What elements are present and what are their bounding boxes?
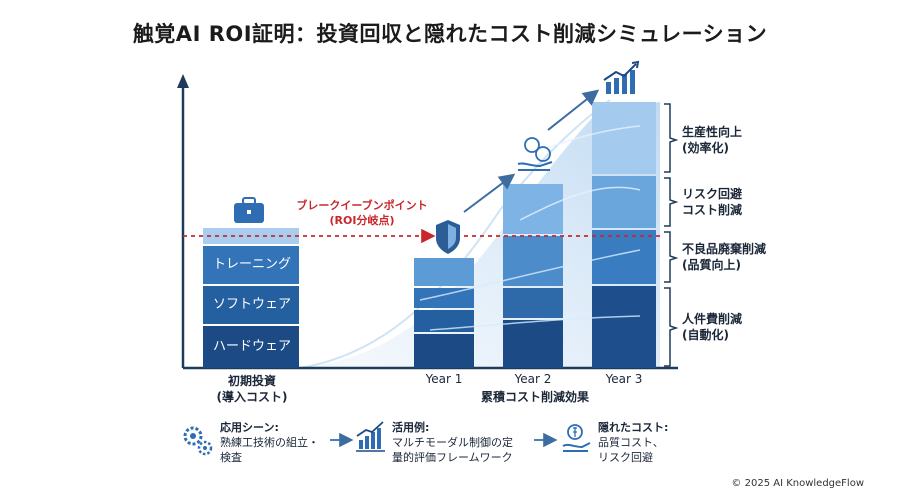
flow-step-application-line1: 熟練工技術の組立・ — [220, 436, 319, 449]
break-even-line2: (ROI分岐点) — [329, 214, 395, 227]
initial-investment-line1: 初期投資 — [227, 374, 276, 388]
year1-seg-2 — [414, 288, 474, 308]
segment-label-software: ソフトウェア — [212, 297, 291, 312]
initial-investment-caption: 初期投資 (導入コスト) — [200, 373, 304, 405]
flow-step-application-heading: 応用シーン: — [220, 421, 279, 434]
year2-seg-top — [503, 184, 563, 234]
year3-seg-3 — [592, 230, 656, 284]
bracket-4 — [664, 287, 679, 367]
category-risk-line1: リスク回避 — [682, 187, 743, 201]
bracket-3 — [664, 231, 679, 283]
initial-investment-line2: (導入コスト) — [216, 390, 288, 404]
segment-hardware — [203, 326, 299, 368]
year2-seg-4 — [503, 320, 563, 368]
category-risk: リスク回避 コスト削減 — [682, 186, 742, 218]
flow-step-hidden-costs-line1: 品質コスト、 — [598, 436, 664, 449]
y-axis-arrow — [177, 74, 189, 88]
category-defects-line2: (品質向上) — [682, 258, 741, 272]
segment-software — [203, 286, 299, 324]
briefcase-icon — [234, 197, 264, 223]
year-label-1: Year 1 — [425, 372, 463, 386]
growth-arrow-1 — [463, 173, 516, 213]
shield-icon — [436, 220, 460, 254]
flow-step-usecase-heading: 活用例: — [392, 421, 430, 434]
flow-step-usecase-line2: 量的評価フレームワーク — [392, 451, 513, 464]
years-caption: 累積コスト削減効果 — [480, 390, 589, 404]
segment-label-training: トレーニング — [212, 257, 291, 272]
growth-arrow-2 — [547, 89, 600, 131]
page-title: 触覚AI ROI証明：投資回収と隠れたコスト削減シミュレーション — [132, 22, 768, 46]
year-label-2: Year 2 — [514, 372, 552, 386]
money-hand-icon — [562, 424, 591, 452]
category-productivity-line2: (効率化) — [682, 141, 729, 155]
flow-step-hidden-costs: 隠れたコスト: 品質コスト、 リスク回避 — [598, 420, 668, 465]
year2-seg-3 — [503, 288, 563, 318]
growth-chart-icon-top — [603, 60, 640, 94]
break-even-line1: ブレークイーブンポイント — [296, 199, 428, 212]
year1-seg-4 — [414, 334, 474, 368]
streak-3 — [519, 186, 641, 221]
category-productivity-line1: 生産性向上 — [682, 125, 743, 139]
money-hand-icon-top — [517, 137, 553, 171]
streak-4 — [539, 125, 641, 151]
category-labor: 人件費削減 (自動化) — [682, 311, 742, 343]
copyright: © 2025 AI KnowledgeFlow — [731, 478, 864, 489]
bracket-2 — [664, 177, 679, 227]
flow-step-hidden-costs-heading: 隠れたコスト: — [598, 421, 669, 434]
growth-area — [300, 102, 660, 368]
bracket-1 — [664, 103, 679, 173]
segment-training — [203, 246, 299, 284]
flow-step-usecase: 活用例: マルチモーダル制御の定 量的評価フレームワーク — [392, 420, 513, 465]
year1-seg-top — [414, 258, 474, 286]
year1-seg-3 — [414, 310, 474, 332]
break-even-label: ブレークイーブンポイント (ROI分岐点) — [262, 198, 462, 228]
flow-step-hidden-costs-line2: リスク回避 — [598, 451, 653, 464]
streak-1 — [419, 249, 641, 301]
streak-2 — [429, 315, 641, 331]
growth-curve-upper — [299, 99, 611, 369]
flow-step-application: 応用シーン: 熟練工技術の組立・ 検査 — [220, 420, 319, 465]
category-defects: 不良品廃棄削減 (品質向上) — [682, 241, 766, 273]
flow-step-usecase-line1: マルチモーダル制御の定 — [392, 436, 513, 449]
category-labor-line2: (自動化) — [682, 328, 729, 342]
category-defects-line1: 不良品廃棄削減 — [682, 242, 767, 256]
year3-seg-4 — [592, 286, 656, 368]
category-risk-line2: コスト削減 — [682, 203, 743, 217]
year-label-3: Year 3 — [605, 372, 643, 386]
gears-icon — [183, 426, 213, 456]
growth-chart-icon — [356, 421, 385, 452]
year3-seg-top — [592, 102, 656, 174]
category-productivity: 生産性向上 (効率化) — [682, 124, 742, 156]
year3-seg-2 — [592, 176, 656, 228]
segment-label-hardware: ハードウェア — [212, 339, 291, 354]
flow-step-application-line2: 検査 — [220, 451, 242, 464]
category-labor-line1: 人件費削減 — [682, 312, 743, 326]
